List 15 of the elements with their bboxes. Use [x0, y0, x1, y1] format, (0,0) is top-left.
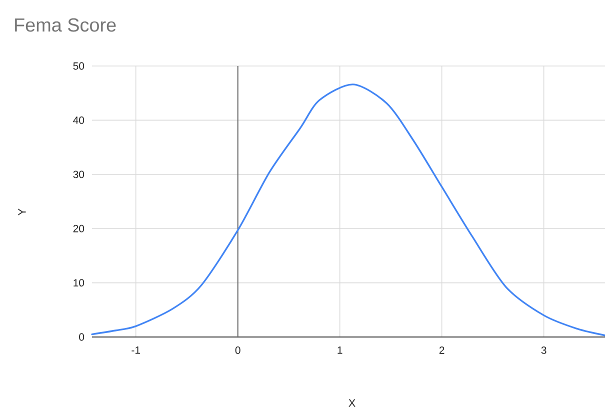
y-tick-label: 50: [73, 62, 84, 70]
x-tick-label: 2: [439, 346, 444, 354]
y-axis-title: Y: [18, 208, 26, 216]
y-tick-label: 10: [74, 279, 84, 287]
y-tick-label: 0: [79, 333, 84, 341]
y-tick-label: 20: [73, 224, 84, 232]
line-series: [91, 84, 605, 336]
y-tick-label: 30: [73, 170, 84, 178]
chart-title: Fema Score: [15, 18, 116, 32]
x-tick-label: 3: [541, 346, 546, 354]
x-tick-label: 1: [338, 346, 342, 354]
x-axis-title: X: [348, 399, 356, 407]
x-tick-label: -1: [132, 346, 140, 354]
y-tick-label: 40: [73, 116, 84, 124]
x-tick-label: 0: [235, 346, 240, 354]
